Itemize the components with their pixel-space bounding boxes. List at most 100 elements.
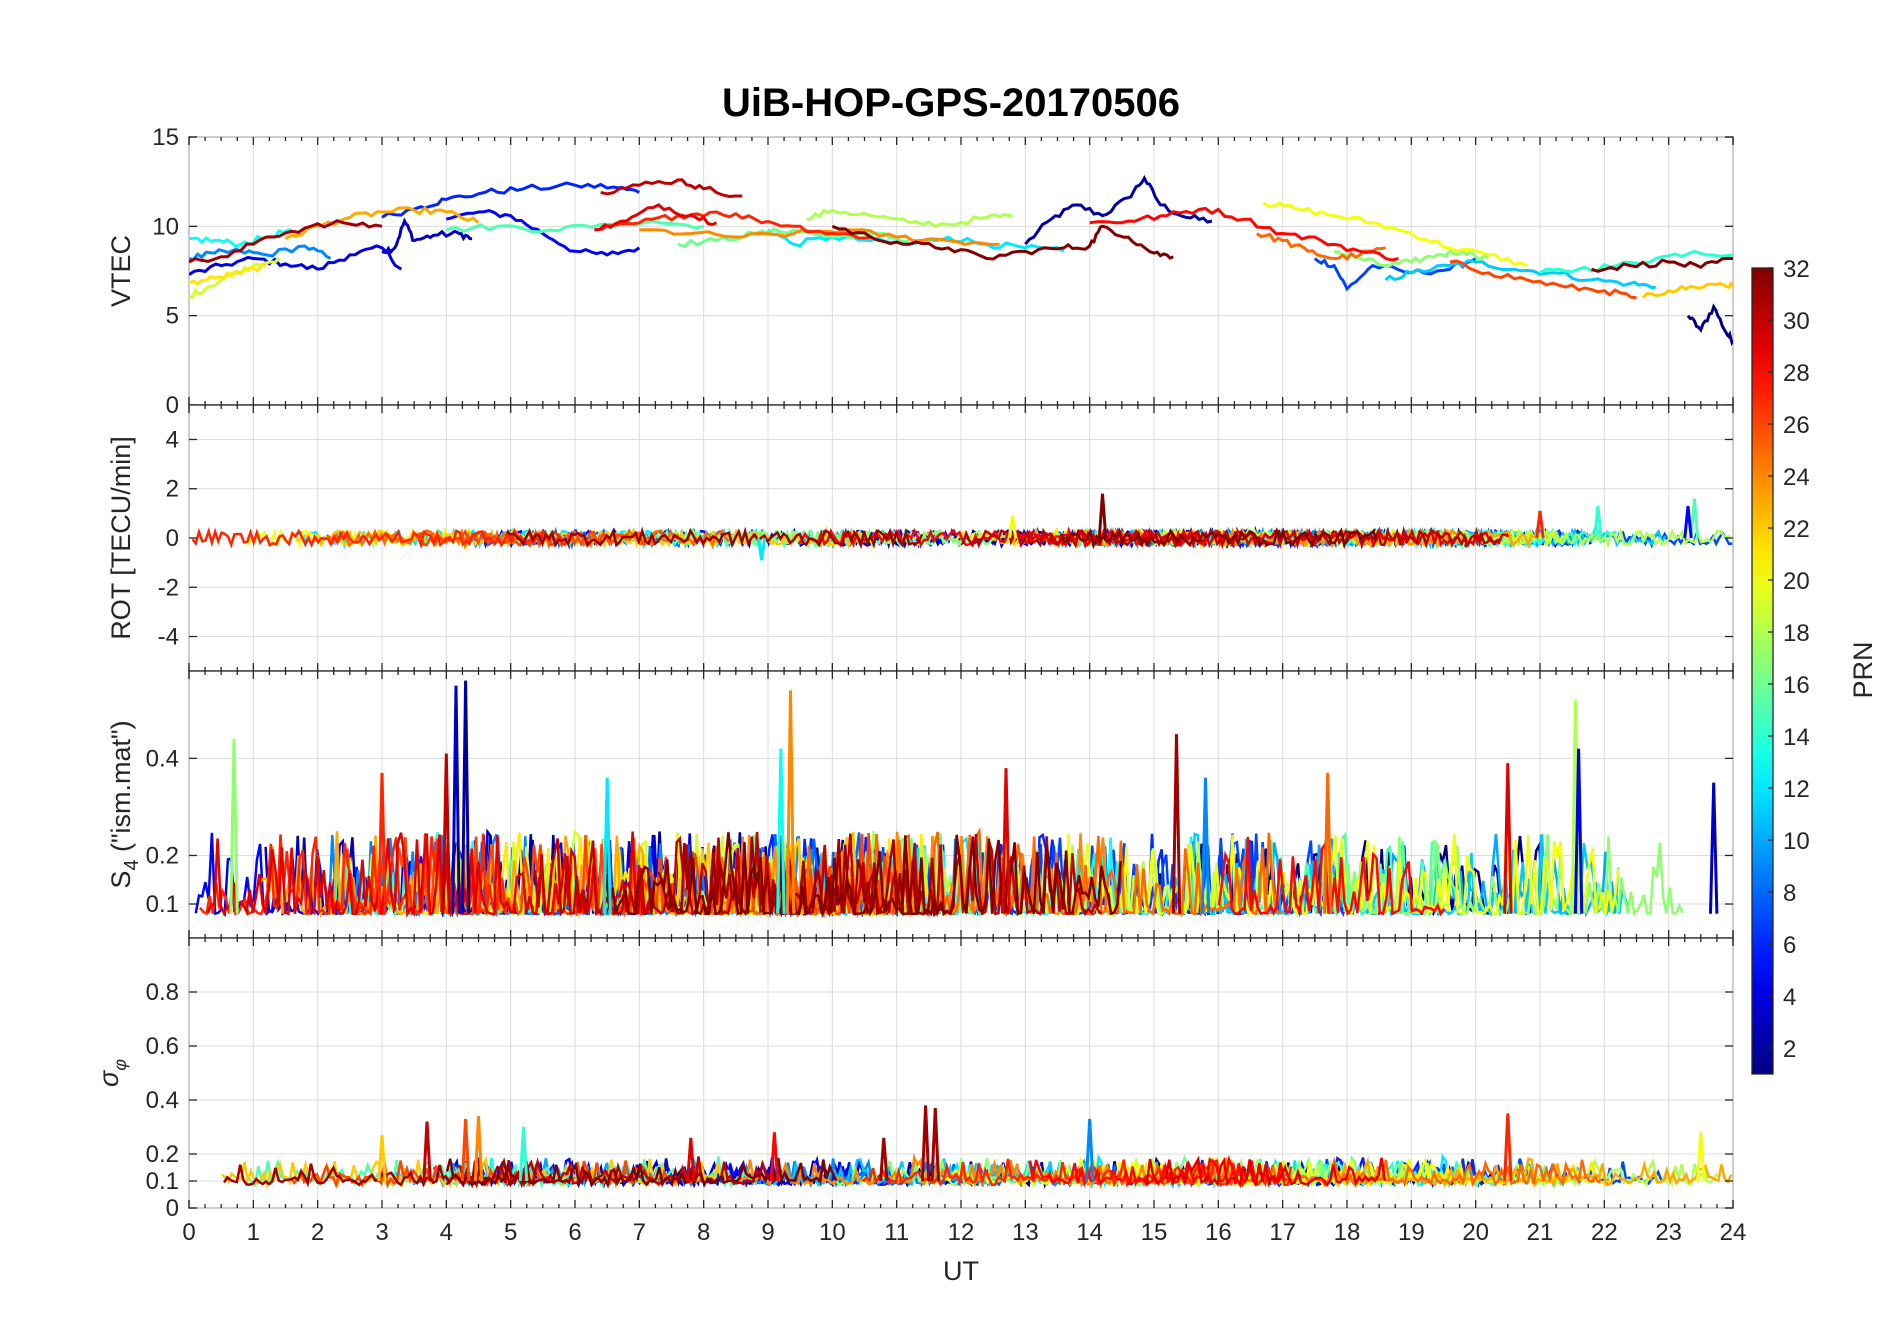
peak-prn-9 [1084,1118,1095,1182]
peak-prn-28 [769,1132,780,1182]
x-tick-label: 5 [504,1219,517,1246]
peak-prn-12 [602,777,612,914]
x-tick-label: 13 [1012,1219,1039,1246]
peak-prn-27 [377,772,387,914]
series-line-prn-1 [1686,303,1733,347]
colorbar-tick-label: 30 [1783,308,1810,335]
y-tick-label: 0.8 [146,979,179,1006]
colorbar-tick-label: 10 [1783,828,1810,855]
series-line-prn-11 [1384,259,1656,290]
y-tick-label: 10 [152,213,179,240]
series-line-prn-17 [1333,249,1490,268]
series-line-prn-29 [1142,1155,1387,1189]
y-tick-label: 0.4 [146,745,179,772]
colorbar-tick-label: 16 [1783,672,1810,699]
x-tick-label: 7 [633,1219,646,1246]
x-tick-label: 19 [1398,1219,1425,1246]
colorbar-tick-label: 2 [1783,1036,1796,1063]
series-line-prn-7 [1313,257,1477,292]
colorbar-gradient [1751,267,1774,1075]
peak-prn-4 [1573,748,1584,914]
peak-prn-26 [460,1118,471,1182]
series-line-prn-21 [189,262,267,286]
series-line-prn-9 [189,244,332,262]
series-line-prn-27 [599,210,872,240]
series-line-prn-32 [1060,527,1378,550]
colorbar-tick-label: 4 [1783,984,1796,1011]
series-line-prn-25 [1066,1156,1603,1188]
y-tick-label: 0.4 [146,1087,179,1114]
x-tick-label: 15 [1141,1219,1168,1246]
series-line-prn-20 [1262,201,1528,267]
x-tick-label: 20 [1462,1219,1489,1246]
colorbar-tick-label: 20 [1783,568,1810,595]
series-line-prn-22 [1641,280,1733,299]
panel-s4: 0.1 0.2 0.4S4 ("ism.mat") [106,670,1734,939]
peak-prn-3 [451,685,461,914]
y-axis-label: σφ [94,1059,130,1087]
colorbar-tick-label: 12 [1783,776,1810,803]
colorbar-tick-label: 26 [1783,412,1810,439]
peak-prn-30 [422,1121,432,1182]
y-axis-label: S4 ("ism.mat") [106,720,143,888]
series-group [189,174,1733,347]
y-tick-label: 0 [166,1195,179,1222]
x-tick-label: 4 [440,1219,453,1246]
y-axis-label: ROT [TECU/min] [106,436,136,640]
y-tick-label: 0.6 [146,1033,179,1060]
peak-prn-20 [1007,515,1018,539]
series-line-prn-23 [1331,1156,1733,1189]
x-tick-label: 2 [311,1219,324,1246]
series-line-prn-4 [189,244,403,276]
x-tick-label: 12 [948,1219,975,1246]
series-line-prn-31 [506,526,924,550]
colorbar-tick-label: 28 [1783,360,1810,387]
y-tick-label: 0.1 [146,891,179,918]
x-tick-label: 21 [1527,1219,1554,1246]
x-tick-label: 0 [182,1219,195,1246]
peak-prn-27 [1535,510,1545,539]
y-tick-label: 0.2 [146,842,179,869]
peak-prn-29 [686,1137,696,1182]
peak-prn-24 [785,690,796,914]
series-line-prn-3 [381,217,473,255]
series-line-prn-31 [657,836,946,919]
x-tick-label: 6 [568,1219,581,1246]
y-tick-label: 2 [166,476,179,503]
series-line-prn-23 [284,205,480,241]
x-tick-label: 1 [247,1219,260,1246]
y-tick-label: -4 [158,624,179,651]
peak-prn-31 [920,1105,931,1182]
x-tick-label: 17 [1269,1219,1296,1246]
series-line-prn-17 [1320,833,1684,918]
colorbar-tick-label: 22 [1783,516,1810,543]
peak-prn-29 [1503,763,1513,914]
peak-prn-31 [879,1137,889,1182]
x-tick-label: 11 [884,1219,909,1246]
series-line-prn-32 [604,832,1123,918]
y-tick-label: 0.2 [146,1141,179,1168]
x-tick-label: 9 [761,1219,774,1246]
series-line-prn-16 [677,227,910,249]
y-tick-label: 0 [166,392,179,419]
peak-prn-24 [473,1116,484,1182]
colorbar-tick-label: 32 [1783,256,1810,283]
y-tick-label: -2 [158,574,179,601]
chart-title: UiB-HOP-GPS-20170506 [722,81,1180,125]
peak-prn-25 [1323,772,1333,914]
peak-prn-14 [1593,505,1603,539]
series-line-prn-27 [199,833,507,917]
x-tick-label: 3 [375,1219,388,1246]
y-tick-label: 15 [152,124,179,151]
peak-prn-14 [518,1126,529,1182]
peak-prn-9 [1200,777,1211,914]
panel-vtec: 0 5 10 15 VTEC [106,124,1734,419]
x-axis-label: UT [943,1256,979,1286]
series-line-prn-32 [1591,257,1733,273]
colorbar-tick-label: 18 [1783,620,1810,647]
series-line-prn-29 [206,831,650,918]
peak-prn-5 [1683,505,1693,539]
colorbar-tick-label: 14 [1783,724,1810,751]
x-tick-label: 14 [1076,1219,1103,1246]
